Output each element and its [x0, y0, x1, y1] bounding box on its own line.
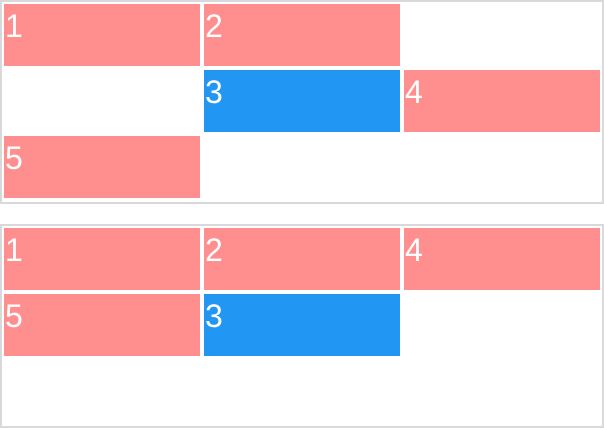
grid-container-bottom: 1 2 4 5 3 — [0, 224, 604, 428]
grid-item-2: 2 — [204, 228, 400, 290]
grid-item-5: 5 — [4, 136, 200, 198]
grid-container-top: 1 2 3 4 5 — [0, 0, 604, 204]
grid-item-3: 3 — [204, 294, 400, 356]
grid-item-2: 2 — [204, 4, 400, 66]
grid-item-5: 5 — [4, 294, 200, 356]
grid-item-4: 4 — [404, 70, 600, 132]
grid-item-3: 3 — [204, 70, 400, 132]
grid-item-1: 1 — [4, 4, 200, 66]
grid-item-4: 4 — [404, 228, 600, 290]
grid-item-1: 1 — [4, 228, 200, 290]
